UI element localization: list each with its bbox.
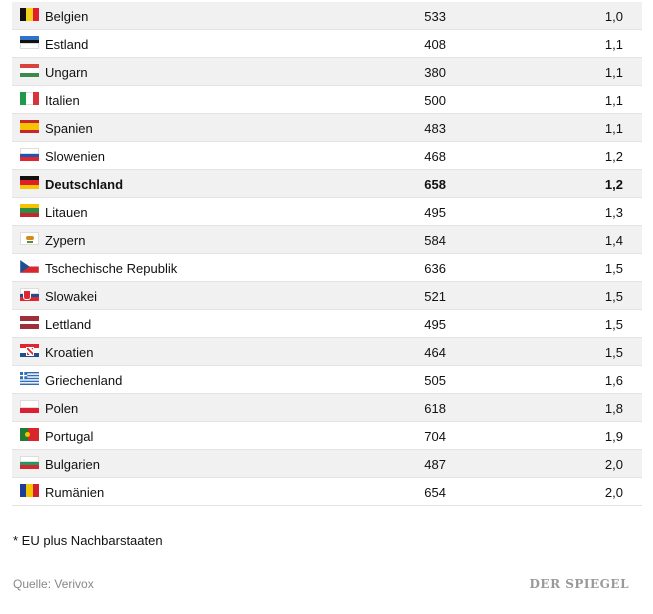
- table-row-spanien: Spanien 483 1,1: [12, 114, 642, 142]
- table-row-ungarn: Ungarn 380 1,1: [12, 58, 642, 86]
- country-name: Zypern: [45, 233, 86, 248]
- value-2: 1,0: [604, 9, 623, 24]
- country-name: Belgien: [45, 9, 89, 24]
- lithuania-flag-icon: [20, 204, 39, 217]
- poland-flag-icon: [20, 400, 39, 413]
- footnote: * EU plus Nachbarstaaten: [13, 533, 163, 548]
- table-row-rumaenien: Rumänien 654 2,0: [12, 478, 642, 506]
- value-1: 408: [424, 37, 446, 52]
- table-row-zypern: Zypern 584 1,4: [12, 226, 642, 254]
- value-2: 1,9: [604, 429, 623, 444]
- value-2: 1,5: [604, 345, 623, 360]
- value-2: 1,1: [604, 37, 623, 52]
- value-1: 380: [424, 65, 446, 80]
- value-1: 636: [424, 261, 446, 276]
- value-1: 618: [424, 401, 446, 416]
- value-2: 1,3: [604, 205, 623, 220]
- source-label: Quelle: Verivox: [13, 577, 94, 591]
- value-2: 2,0: [604, 485, 623, 500]
- spain-flag-icon: [20, 120, 39, 133]
- value-2: 2,0: [604, 457, 623, 472]
- country-name: Italien: [45, 93, 80, 108]
- country-name: Tschechische Republik: [45, 261, 178, 276]
- hungary-flag-icon: [20, 64, 39, 77]
- country-name: Spanien: [45, 121, 93, 136]
- portugal-flag-icon: [20, 428, 39, 441]
- value-2: 1,6: [604, 373, 623, 388]
- table-row-belgien: Belgien 533 1,0: [12, 2, 642, 30]
- value-1: 654: [424, 485, 446, 500]
- estonia-flag-icon: [20, 36, 39, 50]
- romania-flag-icon: [20, 484, 39, 497]
- value-1: 533: [424, 9, 446, 24]
- value-1: 483: [424, 121, 446, 136]
- country-name: Kroatien: [45, 345, 94, 360]
- country-name: Litauen: [45, 205, 88, 220]
- table-row-estland: Estland 408 1,1: [12, 30, 642, 58]
- table-row-kroatien: Kroatien 464 1,5: [12, 338, 642, 366]
- czech-flag-icon: [20, 260, 39, 273]
- croatia-flag-icon: [20, 344, 39, 357]
- table-row-tschechische-republik: Tschechische Republik 636 1,5: [12, 254, 642, 282]
- table-row-polen: Polen 618 1,8: [12, 394, 642, 422]
- value-2: 1,4: [604, 233, 623, 248]
- table-row-lettland: Lettland 495 1,5: [12, 310, 642, 338]
- country-name: Estland: [45, 37, 89, 52]
- germany-flag-icon: [20, 176, 39, 189]
- value-1: 487: [424, 457, 446, 472]
- value-1: 495: [424, 317, 446, 332]
- country-name: Rumänien: [45, 485, 105, 500]
- country-name: Slowenien: [45, 149, 105, 164]
- country-name: Portugal: [45, 429, 94, 444]
- value-1: 500: [424, 93, 446, 108]
- belgium-flag-icon: [20, 8, 39, 21]
- value-2: 1,1: [604, 93, 623, 108]
- bulgaria-flag-icon: [20, 456, 39, 470]
- slovakia-flag-icon: [20, 288, 39, 302]
- value-2: 1,5: [604, 261, 623, 276]
- country-name: Deutschland: [45, 177, 124, 192]
- cyprus-flag-icon: [20, 232, 39, 245]
- table-row-slowenien: Slowenien 468 1,2: [12, 142, 642, 170]
- table-row-deutschland: Deutschland 658 1,2: [12, 170, 642, 198]
- country-name: Griechenland: [45, 373, 123, 388]
- value-1: 464: [424, 345, 446, 360]
- country-name: Ungarn: [45, 65, 88, 80]
- value-2: 1,5: [604, 317, 623, 332]
- italy-flag-icon: [20, 92, 39, 105]
- brand-logo: DER SPIEGEL: [529, 577, 629, 591]
- value-1: 521: [424, 289, 446, 304]
- table-row-slowakei: Slowakei 521 1,5: [12, 282, 642, 310]
- table-row-litauen: Litauen 495 1,3: [12, 198, 642, 226]
- country-name: Polen: [45, 401, 79, 416]
- value-1: 704: [424, 429, 446, 444]
- value-2: 1,1: [604, 65, 623, 80]
- value-1: 495: [424, 205, 446, 220]
- country-name: Slowakei: [45, 289, 98, 304]
- value-2: 1,5: [604, 289, 623, 304]
- table-row-bulgarien: Bulgarien 487 2,0: [12, 450, 642, 478]
- value-1: 505: [424, 373, 446, 388]
- table-row-portugal: Portugal 704 1,9: [12, 422, 642, 450]
- value-1: 468: [424, 149, 446, 164]
- value-2: 1,1: [604, 121, 623, 136]
- value-1: 584: [424, 233, 446, 248]
- table-row-italien: Italien 500 1,1: [12, 86, 642, 114]
- greece-flag-icon: [20, 372, 39, 385]
- value-2: 1,2: [604, 149, 623, 164]
- country-name: Lettland: [45, 317, 92, 332]
- country-name: Bulgarien: [45, 457, 100, 472]
- value-2: 1,2: [604, 177, 623, 192]
- value-1: 658: [424, 177, 446, 192]
- value-2: 1,8: [604, 401, 623, 416]
- slovenia-flag-icon: [20, 148, 39, 162]
- latvia-flag-icon: [20, 316, 39, 329]
- table-row-griechenland: Griechenland 505 1,6: [12, 366, 642, 394]
- country-table: Belgien 533 1,0 Estland 408 1,1 Ungarn 3…: [12, 2, 642, 506]
